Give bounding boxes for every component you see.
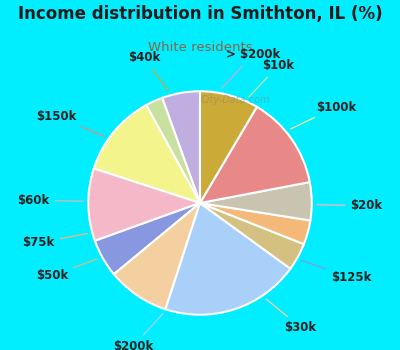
Wedge shape: [200, 203, 304, 269]
Text: $60k: $60k: [17, 194, 83, 207]
Wedge shape: [114, 203, 200, 309]
Text: $150k: $150k: [36, 110, 104, 136]
Text: Income distribution in Smithton, IL (%): Income distribution in Smithton, IL (%): [18, 5, 382, 23]
Wedge shape: [200, 107, 310, 203]
Text: $30k: $30k: [266, 299, 317, 334]
Text: $40k: $40k: [128, 51, 168, 91]
Wedge shape: [94, 105, 200, 203]
Text: $20k: $20k: [317, 199, 383, 212]
Text: $75k: $75k: [22, 233, 87, 249]
Text: $200k: $200k: [113, 314, 163, 350]
Wedge shape: [166, 203, 290, 315]
Text: $50k: $50k: [36, 259, 98, 282]
Text: City-Data.com: City-Data.com: [200, 95, 270, 105]
Wedge shape: [200, 203, 310, 244]
Text: $125k: $125k: [302, 260, 371, 284]
Wedge shape: [95, 203, 200, 274]
Text: $100k: $100k: [290, 100, 356, 129]
Wedge shape: [200, 91, 257, 203]
Text: > $200k: > $200k: [222, 48, 280, 89]
Wedge shape: [162, 91, 200, 203]
Wedge shape: [200, 182, 312, 220]
Wedge shape: [146, 98, 200, 203]
Wedge shape: [88, 168, 200, 241]
Text: White residents: White residents: [148, 41, 252, 54]
Text: $10k: $10k: [249, 59, 294, 97]
